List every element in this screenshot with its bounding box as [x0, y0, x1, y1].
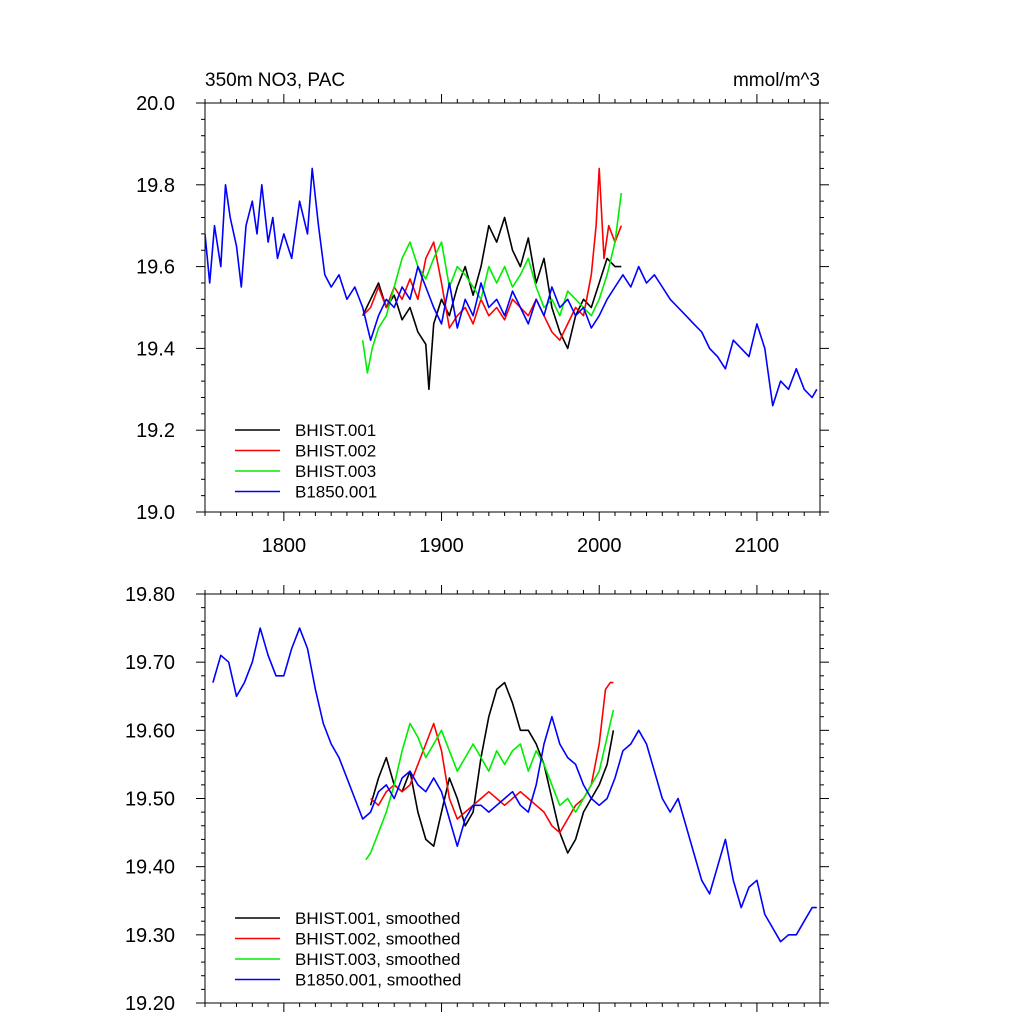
series-line-bhist-002-smoothed: [370, 681, 614, 834]
y-tick-label: 19.60: [125, 720, 175, 742]
legend-label: B1850.001, smoothed: [295, 971, 461, 990]
y-tick-label: 20.0: [136, 93, 175, 115]
top-units: mmol/m^3: [733, 70, 820, 91]
x-tick-label: 2000: [577, 535, 622, 557]
x-tick-label: 1800: [262, 535, 307, 557]
y-tick-label: 19.30: [125, 925, 175, 947]
top-title: 350m NO3, PAC: [205, 70, 345, 91]
series-line-bhist-003: [361, 192, 623, 374]
legend-label: BHIST.002, smoothed: [295, 930, 460, 949]
y-tick-label: 19.20: [125, 993, 175, 1015]
legend-label: BHIST.003: [295, 462, 376, 481]
series-line-b1850-001: [205, 167, 818, 407]
y-tick-label: 19.50: [125, 789, 175, 811]
y-tick-label: 19.70: [125, 652, 175, 674]
series-line-bhist-003-smoothed: [365, 709, 615, 861]
series-line-b1850-001-smoothed: [212, 627, 817, 943]
legend-label: BHIST.002: [295, 442, 376, 461]
top-panel: 350m NO3, PAC mmol/m^3 1800 1900 2000 2100 1…: [136, 70, 829, 557]
y-tick-label: 19.2: [136, 420, 175, 442]
x-tick-label: 2100: [735, 535, 780, 557]
series-line-bhist-002: [362, 167, 623, 342]
legend-label: BHIST.001, smoothed: [295, 909, 460, 928]
y-tick-label: 19.8: [136, 175, 175, 197]
y-tick-label: 19.40: [125, 857, 175, 879]
y-tick-label: 19.6: [136, 257, 175, 279]
legend-label: BHIST.003, smoothed: [295, 950, 460, 969]
series-line-bhist-001-smoothed: [369, 681, 615, 854]
y-tick-label: 19.4: [136, 338, 175, 360]
x-tick-label: 1900: [419, 535, 464, 557]
plot-frame: [204, 102, 821, 513]
bottom-panel: 19.20 19.30 19.40 19.50 19.60 19.70 19.80 BHIST…: [125, 584, 829, 1015]
y-tick-label: 19.80: [125, 584, 175, 606]
legend-label: B1850.001: [295, 483, 377, 502]
y-tick-label: 19.0: [136, 502, 175, 524]
legend-label: BHIST.001: [295, 421, 376, 440]
